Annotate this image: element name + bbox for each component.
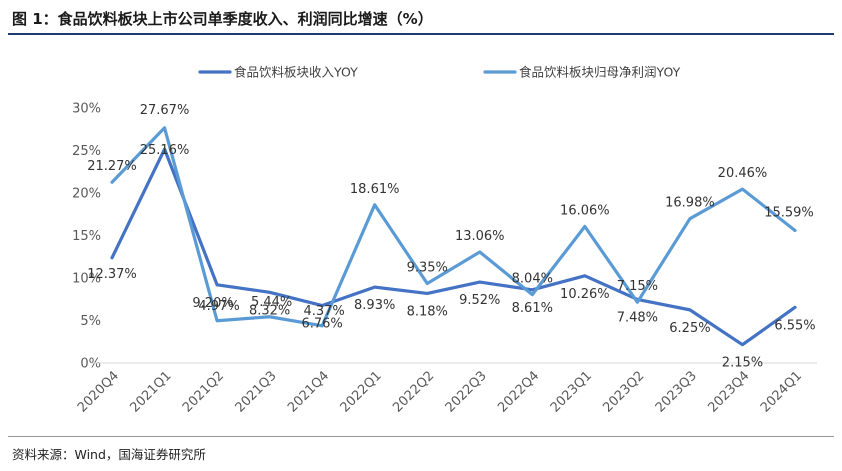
x-tick-label: 2023Q3: [653, 368, 700, 415]
x-tick-label: 2021Q1: [127, 368, 174, 415]
revenue-data-label: 6.25%: [669, 321, 710, 336]
legend-label-profit: 食品饮料板块归母净利润YOY: [519, 65, 681, 80]
revenue-data-label: 6.55%: [774, 318, 815, 333]
profit-data-label: 4.97%: [198, 299, 239, 314]
revenue-data-label: 8.93%: [354, 298, 395, 313]
profit-data-label: 4.37%: [303, 304, 344, 319]
revenue-data-label: 7.48%: [617, 310, 658, 325]
x-axis: 2020Q4 2021Q1 2021Q2 2021Q3 2021Q4 2022Q1 2022…: [75, 362, 817, 416]
revenue-data-label: 8.18%: [407, 304, 448, 319]
revenue-data-label: 8.32%: [249, 303, 290, 318]
profit-data-label: 18.61%: [350, 182, 400, 197]
x-tick-label: 2020Q4: [75, 368, 122, 415]
profit-data-label: 5.44%: [251, 295, 292, 310]
x-tick-label: 2024Q1: [758, 368, 805, 415]
x-tick-label: 2021Q3: [233, 368, 280, 415]
profit-data-label: 20.46%: [718, 166, 768, 181]
source-note: 资料来源：Wind，国海证券研究所: [12, 447, 206, 462]
profit-data-label: 13.06%: [455, 229, 505, 244]
revenue-yoy-line: [110, 147, 797, 347]
profit-data-label: 8.04%: [512, 272, 553, 287]
revenue-data-label: 25.16%: [140, 143, 190, 158]
legend: 食品饮料板块收入YOY 食品饮料板块归母净利润YOY: [198, 65, 681, 80]
title-rule: [8, 33, 834, 35]
revenue-data-label: 12.37%: [87, 267, 137, 282]
profit-data-label: 21.27%: [87, 159, 137, 174]
x-tick-label: 2021Q2: [180, 368, 227, 415]
source-rule: [8, 436, 834, 437]
figure-title: 图 1：食品饮料板块上市公司单季度收入、利润同比增速（%）: [12, 10, 433, 28]
x-tick-label: 2023Q1: [548, 368, 595, 415]
revenue-data-label: 10.26%: [560, 287, 610, 302]
profit-yoy-line: [110, 126, 797, 328]
x-tick-label: 2022Q4: [495, 368, 542, 415]
series-lines: [110, 126, 797, 347]
data-labels: 12.37% 25.16% 9.20% 8.32% 6.76% 8.93% 8.18% 9.5…: [87, 103, 815, 371]
profit-data-label: 7.15%: [617, 279, 658, 294]
x-tick-label: 2023Q4: [705, 368, 752, 415]
x-tick-label: 2022Q3: [443, 368, 490, 415]
x-tick-label: 2022Q2: [390, 368, 437, 415]
profit-data-label: 16.06%: [560, 203, 610, 218]
legend-label-revenue: 食品饮料板块收入YOY: [234, 65, 358, 80]
revenue-data-label: 9.20%: [192, 296, 233, 311]
revenue-data-label: 8.61%: [512, 301, 553, 316]
y-tick-label: 5%: [80, 314, 101, 329]
y-axis: 0% 5% 10% 15% 20% 25% 30%: [72, 102, 101, 372]
profit-data-label: 9.35%: [407, 261, 448, 276]
y-tick-label: 25%: [72, 144, 101, 159]
profit-data-label: 15.59%: [764, 205, 814, 220]
y-tick-label: 30%: [72, 102, 101, 117]
revenue-data-label: 2.15%: [722, 356, 763, 371]
revenue-data-label: 9.52%: [459, 293, 500, 308]
x-tick-label: 2022Q1: [338, 368, 385, 415]
revenue-data-label: 6.76%: [301, 317, 342, 332]
profit-data-label: 27.67%: [140, 103, 190, 118]
y-tick-label: 10%: [72, 272, 101, 287]
x-tick-label: 2021Q4: [285, 368, 332, 415]
x-tick-label: 2023Q2: [600, 368, 647, 415]
profit-data-label: 16.98%: [665, 196, 715, 211]
y-tick-label: 15%: [72, 229, 101, 244]
y-tick-label: 20%: [72, 187, 101, 202]
y-tick-label: 0%: [80, 357, 101, 372]
